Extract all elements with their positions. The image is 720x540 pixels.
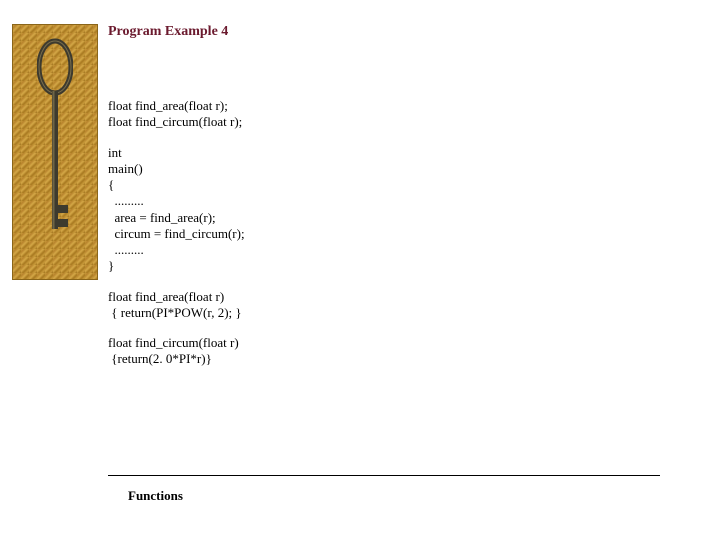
- footer-divider: [108, 475, 660, 476]
- sidebar-key-image: [12, 24, 98, 280]
- content-area: Program Example 4 float find_area(float …: [108, 24, 700, 382]
- code-declarations: float find_area(float r); float find_cir…: [108, 98, 700, 131]
- key-icon: [37, 37, 73, 257]
- code-func1: float find_area(float r) { return(PI*POW…: [108, 289, 700, 322]
- code-func2: float find_circum(float r) {return(2. 0*…: [108, 335, 700, 368]
- slide-title: Program Example 4: [108, 24, 700, 40]
- code-main: int main() { ......... area = find_area(…: [108, 145, 700, 275]
- footer-label: Functions: [128, 488, 183, 504]
